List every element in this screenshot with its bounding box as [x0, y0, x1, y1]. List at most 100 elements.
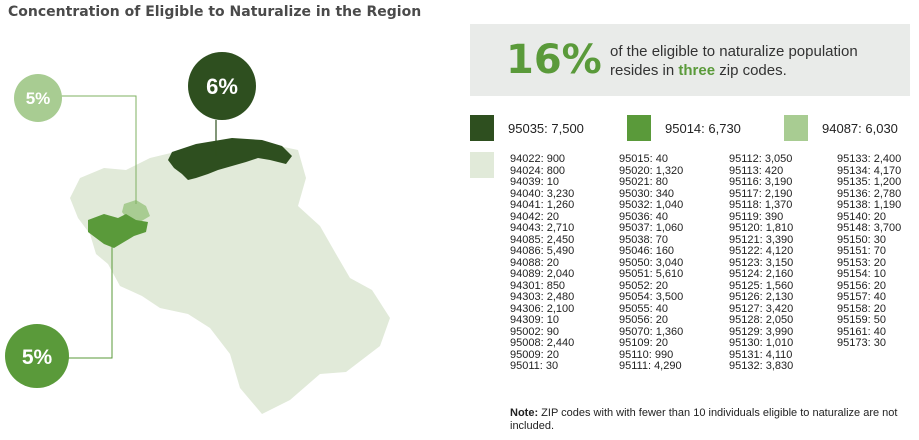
- zip-entry: 95159: 50: [837, 314, 886, 326]
- callout-highlight: three: [678, 62, 716, 79]
- zip-entry: 95121: 3,390: [729, 233, 794, 246]
- badge-bottom-left-label: 5%: [22, 346, 53, 369]
- zip-entry: 95056: 20: [619, 314, 668, 326]
- badge-top-center-label: 6%: [206, 74, 238, 99]
- zip-column-1: 94022: 900 94024: 800 94039: 10 94040: 3,23…: [510, 153, 575, 373]
- zip-entry: 95157: 40: [837, 291, 886, 303]
- zip-entry: 94040: 3,230: [510, 187, 575, 200]
- zip-entry: 95002: 90: [510, 325, 559, 338]
- zip-entry: 94024: 800: [510, 164, 566, 177]
- page-title: Concentration of Eligible to Naturalize …: [8, 4, 422, 20]
- zip-entry: 95120: 1,810: [729, 222, 794, 234]
- zip-entry: 95110: 990: [619, 348, 674, 361]
- connector-top-left: [58, 95, 137, 204]
- zip-entry: 94309: 10: [510, 314, 559, 326]
- zip-entry: 95129: 3,990: [729, 325, 794, 338]
- zip-entry: 95127: 3,420: [729, 302, 794, 315]
- legend-label-94087: 94087: 6,030: [822, 120, 898, 136]
- zip-entry: 95050: 3,040: [619, 256, 684, 269]
- zip-entry: 95123: 3,150: [729, 256, 794, 269]
- zip-entry: 94303: 2,480: [510, 291, 575, 303]
- zip-entry: 95150: 30: [837, 233, 886, 246]
- zip-entry: 95052: 20: [619, 279, 668, 292]
- zip-entry: 95055: 40: [619, 302, 668, 315]
- callout-percent: 16%: [506, 37, 602, 83]
- legend-swatch-dark: [470, 115, 494, 141]
- zip-entry: 95030: 340: [619, 187, 675, 200]
- zip-entry: 95132: 3,830: [729, 360, 794, 372]
- callout-text: of the eligible to naturalize population…: [610, 42, 900, 80]
- footnote: Note: ZIP codes with with fewer than 10 …: [510, 407, 915, 433]
- zip-entry: 95148: 3,700: [837, 222, 902, 234]
- zip-entry: 94043: 2,710: [510, 222, 575, 234]
- zip-entry: 95113: 420: [729, 164, 784, 177]
- zip-entry: 95156: 20: [837, 279, 886, 292]
- zip-entry: 95037: 1,060: [619, 222, 684, 234]
- zip-entry: 95158: 20: [837, 302, 886, 315]
- zip-entry: 95154: 10: [837, 268, 886, 280]
- footnote-text: ZIP codes with with fewer than 10 indivi…: [510, 407, 898, 432]
- badge-top-center: [188, 52, 256, 120]
- zip-entry: 94306: 2,100: [510, 302, 575, 315]
- zip-entry: 95046: 160: [619, 245, 675, 257]
- zip-entry: 94042: 20: [510, 210, 559, 223]
- legend-label-95014: 95014: 6,730: [665, 120, 741, 136]
- zip-entry: 95008: 2,440: [510, 337, 575, 349]
- zip-entry: 94086: 5,490: [510, 245, 575, 257]
- legend-swatch-light: [784, 115, 808, 141]
- zip-entry: 95125: 1,560: [729, 279, 794, 292]
- zip-entry: 95138: 1,190: [837, 199, 902, 211]
- zip-entry: 95135: 1,200: [837, 176, 902, 188]
- zip-entry: 95130: 1,010: [729, 337, 794, 349]
- zip-entry: 95070: 1,360: [619, 325, 684, 338]
- zip-entry: 95015: 40: [619, 153, 668, 165]
- legend-item-94087: 94087: 6,030: [784, 115, 898, 141]
- zip-entry: 95011: 30: [510, 360, 559, 372]
- zip-entry: 95124: 2,160: [729, 268, 794, 280]
- zip-entry: 95126: 2,130: [729, 291, 794, 303]
- badge-top-left: [14, 74, 62, 122]
- zip-entry: 95020: 1,320: [619, 164, 684, 177]
- zip-column-4: 95133: 2,400 95134: 4,170 95135: 1,200 9513…: [837, 153, 902, 350]
- badge-top-left-label: 5%: [26, 89, 51, 108]
- zip-entry: 94039: 10: [510, 176, 559, 188]
- zip-entry: 95153: 20: [837, 256, 886, 269]
- badge-bottom-left: [5, 324, 69, 388]
- zip-entry: 95161: 40: [837, 325, 886, 338]
- zip-entry: 95131: 4,110: [729, 348, 793, 361]
- zip-entry: 95038: 70: [619, 233, 668, 246]
- zip-entry: 95128: 2,050: [729, 314, 794, 326]
- connector-bottom-left: [64, 242, 113, 359]
- zip-entry: 94089: 2,040: [510, 268, 575, 280]
- region-map: 5% 6% 5%: [5, 52, 390, 414]
- zip-column-2: 95015: 40 95020: 1,320 95021: 80 95030: 340…: [619, 153, 684, 373]
- zip-entry: 95173: 30: [837, 337, 886, 349]
- zip-entry: 95134: 4,170: [837, 164, 902, 177]
- zip-entry: 95051: 5,610: [619, 268, 684, 280]
- zip-entry: 95122: 4,120: [729, 245, 794, 257]
- zip-entry: 94022: 900: [510, 153, 566, 165]
- zip-entry: 95117: 2,190: [729, 187, 793, 200]
- zip-entry: 94088: 20: [510, 256, 559, 269]
- zip-entry: 95112: 3,050: [729, 153, 793, 165]
- zip-entry: 95119: 390: [729, 210, 784, 223]
- zip-95014-shape: [88, 214, 148, 248]
- zip-entry: 95009: 20: [510, 348, 559, 361]
- callout-text-before: of the eligible to naturalize population…: [610, 43, 858, 79]
- zip-entry: 95151: 70: [837, 245, 886, 257]
- zip-entry: 94041: 1,260: [510, 199, 575, 211]
- zip-entry: 94301: 850: [510, 279, 566, 292]
- legend-swatch-pale: [470, 152, 494, 178]
- legend-swatch-mid: [627, 115, 651, 141]
- callout-banner: 16% of the eligible to naturalize popula…: [470, 24, 910, 96]
- zip-entry: 95054: 3,500: [619, 291, 684, 303]
- zip-entry: 95133: 2,400: [837, 153, 902, 165]
- zip-entry: 95118: 1,370: [729, 199, 793, 211]
- zip-entry: 95036: 40: [619, 210, 668, 223]
- zip-entry: 95109: 20: [619, 337, 668, 349]
- zip-entry: 95111: 4,290: [619, 360, 682, 372]
- callout-text-after: zip codes.: [719, 62, 787, 79]
- zip-column-3: 95112: 3,050 95113: 420 95116: 3,190 95117:…: [729, 153, 794, 373]
- county-shape: [70, 142, 390, 414]
- legend-item-95035: 95035: 7,500: [470, 115, 584, 141]
